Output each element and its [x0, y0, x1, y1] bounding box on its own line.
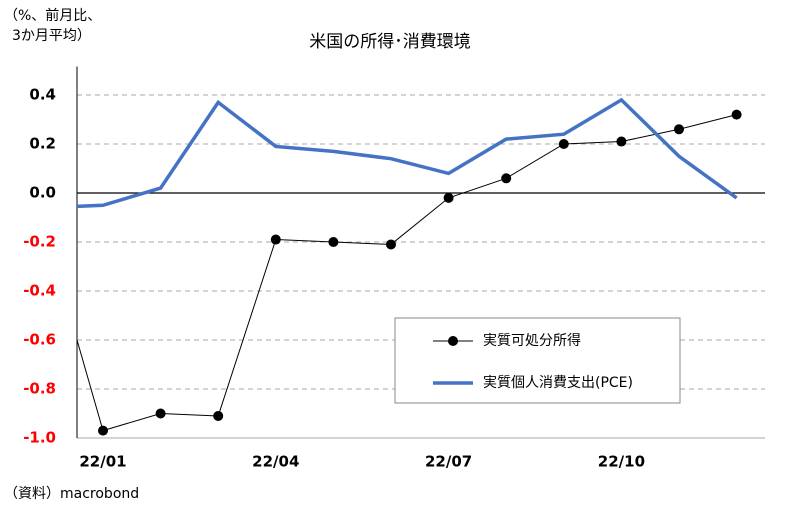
y-axis-label: （%、前月比、: [4, 7, 101, 24]
x-tick-label: 22/10: [598, 453, 645, 471]
x-tick-label: 22/07: [425, 453, 472, 471]
marker: [328, 237, 339, 247]
marker: [213, 410, 224, 421]
legend-box: [394, 317, 681, 404]
x-tick-label: 22/01: [79, 453, 126, 471]
marker: [270, 234, 281, 245]
marker: [155, 408, 166, 419]
legend-label: 実質可処分所得: [483, 332, 581, 349]
line-series: [77, 97, 738, 209]
y-tick-label: 0.4: [29, 86, 56, 104]
source: （資料）macrobond: [4, 486, 139, 502]
marker: [98, 425, 108, 436]
marker: [616, 136, 627, 147]
chart-title: 米国の所得･消費環境: [309, 32, 471, 52]
marker: [558, 139, 569, 149]
y-axis-label: 3か月平均）: [12, 28, 91, 44]
y-tick-label: -0.6: [23, 331, 56, 349]
y-tick-label: -0.4: [23, 282, 56, 300]
marker: [386, 239, 396, 250]
x-tick-label: 22/04: [252, 453, 299, 471]
marker: [501, 173, 512, 184]
legend-marker: [448, 336, 458, 346]
marker: [443, 192, 454, 203]
y-tick-label: 0.0: [29, 184, 56, 202]
y-tick-label: -1.0: [23, 429, 56, 447]
marker: [731, 109, 742, 120]
y-tick-label: -0.8: [23, 380, 56, 398]
y-tick-label: -0.2: [23, 233, 56, 251]
legend-label: 実質個人消費支出(PCE): [483, 375, 633, 391]
marker: [674, 124, 684, 135]
plot-area: [77, 97, 742, 436]
y-tick-label: 0.2: [29, 135, 56, 153]
